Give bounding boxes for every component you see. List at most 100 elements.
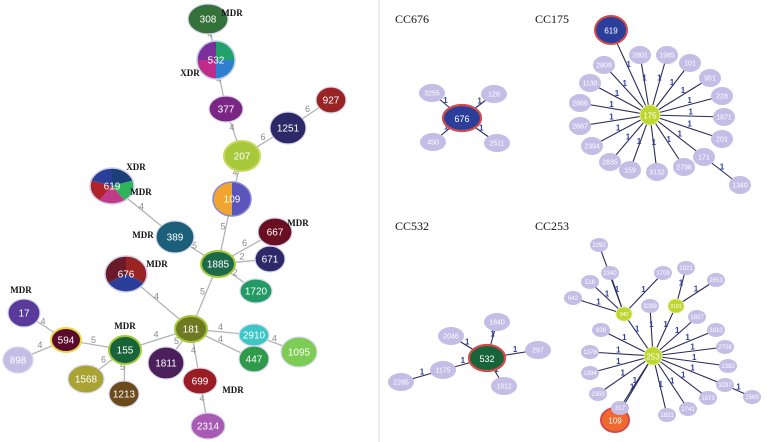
- cluster-title: CC676: [395, 12, 429, 26]
- st-node-label: 927: [323, 96, 340, 107]
- st-node-109: 109: [212, 181, 252, 217]
- edge-weight-label: 1: [626, 132, 631, 141]
- cc-edge: [649, 62, 691, 116]
- edge-weight-label: 5: [91, 335, 96, 345]
- edge-weight-label: 1: [615, 89, 620, 98]
- st-node-label: 1213: [113, 390, 136, 401]
- st-node-label: 297: [532, 348, 544, 355]
- st-node-2801: 2801: [629, 46, 651, 64]
- left-mst-panel: 44466445562245454465544444 3085323779271…: [2, 3, 347, 440]
- st-node-label: 389: [167, 233, 184, 244]
- st-node-1213: 1213: [108, 380, 140, 408]
- st-node-619: 619: [594, 15, 628, 45]
- st-node-label: 1378: [583, 350, 597, 356]
- st-node-label: 1985: [659, 53, 675, 60]
- st-node-228: 228: [711, 87, 733, 105]
- st-node-label: 1130: [582, 81, 597, 88]
- edge-weight-label: 1: [657, 74, 662, 83]
- edge-weight-label: 1: [616, 345, 621, 354]
- edge-weight-label: 1: [736, 383, 741, 392]
- resistance-tag: XDR: [126, 162, 146, 172]
- cc-edge: [652, 316, 698, 357]
- st-node-label: 1095: [288, 348, 311, 359]
- st-node-label: 450: [427, 140, 439, 147]
- st-node-label: 207: [234, 152, 251, 163]
- cc-edge: [589, 355, 654, 374]
- cc-edge: [652, 329, 717, 357]
- st-node-label: 532: [479, 354, 494, 364]
- st-node-1885: 1885: [200, 250, 236, 278]
- st-node-619: 619: [89, 167, 135, 205]
- st-node-1340: 1340: [729, 176, 751, 194]
- st-node-label: 676: [118, 270, 135, 281]
- edge-weight-label: 1: [477, 96, 482, 105]
- resistance-tag: MDR: [222, 385, 244, 395]
- cluster-title: CC253: [535, 219, 569, 233]
- st-node-2708: 2708: [716, 340, 734, 354]
- st-node-1871: 1871: [713, 108, 735, 126]
- st-node-2809: 2809: [593, 56, 615, 74]
- st-node-1985: 1985: [656, 46, 678, 64]
- edge-weight-label: 1: [605, 290, 610, 299]
- edge-weight-label: 4: [218, 322, 223, 332]
- cc-edge: [579, 114, 651, 127]
- edge-weight-label: 1: [670, 78, 675, 87]
- st-node-181: 181: [174, 315, 208, 343]
- st-node-207: 207: [223, 140, 261, 172]
- edge-weight-label: 1: [609, 113, 614, 122]
- st-node-label: 175: [643, 112, 657, 121]
- st-node-label: 317: [615, 406, 626, 412]
- st-node-2910: 2910: [238, 323, 270, 347]
- st-node-297: 297: [525, 341, 551, 359]
- st-node-label: 1810: [709, 328, 723, 334]
- edge-weight-label: 1: [675, 326, 680, 335]
- st-node-label: 2285: [393, 380, 409, 387]
- st-node-2292: 2292: [590, 238, 608, 252]
- st-node-2511: 2511: [484, 134, 510, 152]
- edge-weight-label: 1: [681, 371, 686, 380]
- st-node-128: 128: [481, 85, 507, 103]
- st-node-label: 2314: [197, 422, 220, 433]
- edge-weight-label: 1: [490, 330, 495, 339]
- st-node-2687: 2687: [569, 117, 591, 135]
- st-node-699: 699: [182, 367, 218, 395]
- edge-weight-label: 4: [139, 202, 144, 212]
- edge-weight-label: 1: [670, 377, 675, 386]
- edge-weight-label: 1: [622, 333, 627, 342]
- edge-weight-label: 1: [687, 120, 692, 129]
- resistance-tag: MDR: [146, 259, 168, 269]
- st-node-label: 619: [104, 182, 121, 193]
- edge-weight-label: 1: [513, 345, 518, 354]
- st-node-2350: 2350: [589, 387, 607, 401]
- st-node-label: 2350: [591, 392, 605, 398]
- edge-weight-label: 1: [465, 337, 470, 346]
- st-node-label: 676: [454, 114, 469, 124]
- st-node-label: 159: [624, 168, 636, 175]
- pie-slice: [91, 168, 112, 186]
- st-node-label: 2910: [243, 331, 266, 342]
- cc-edge: [619, 355, 654, 409]
- st-node-159: 159: [619, 161, 641, 179]
- edge-weight-label: 1: [609, 100, 614, 109]
- cluster-title: CC532: [395, 219, 429, 233]
- st-node-label: 2866: [572, 101, 588, 108]
- st-node-1720: 1720: [239, 278, 273, 304]
- st-node-label: 1382: [721, 364, 735, 370]
- cc-edge: [649, 114, 705, 158]
- edge-weight-label: 2: [232, 268, 237, 278]
- st-node-label: 1568: [75, 375, 98, 386]
- st-node-532: 532: [196, 40, 236, 80]
- edge-weight-label: 1: [677, 130, 682, 139]
- st-node-label: 2687: [572, 124, 588, 131]
- cc-edge: [623, 272, 664, 315]
- st-node-676: 676: [104, 255, 148, 293]
- st-node-1840: 1840: [484, 313, 510, 331]
- st-node-1811: 1811: [147, 346, 185, 380]
- edge-weight-label: 4: [153, 330, 158, 340]
- st-node-label: 2191: [670, 304, 681, 310]
- st-node-label: 377: [218, 105, 235, 116]
- st-node-1378: 1378: [581, 345, 599, 359]
- st-node-1573: 1573: [699, 391, 717, 405]
- edge-weight-label: 4: [191, 345, 196, 355]
